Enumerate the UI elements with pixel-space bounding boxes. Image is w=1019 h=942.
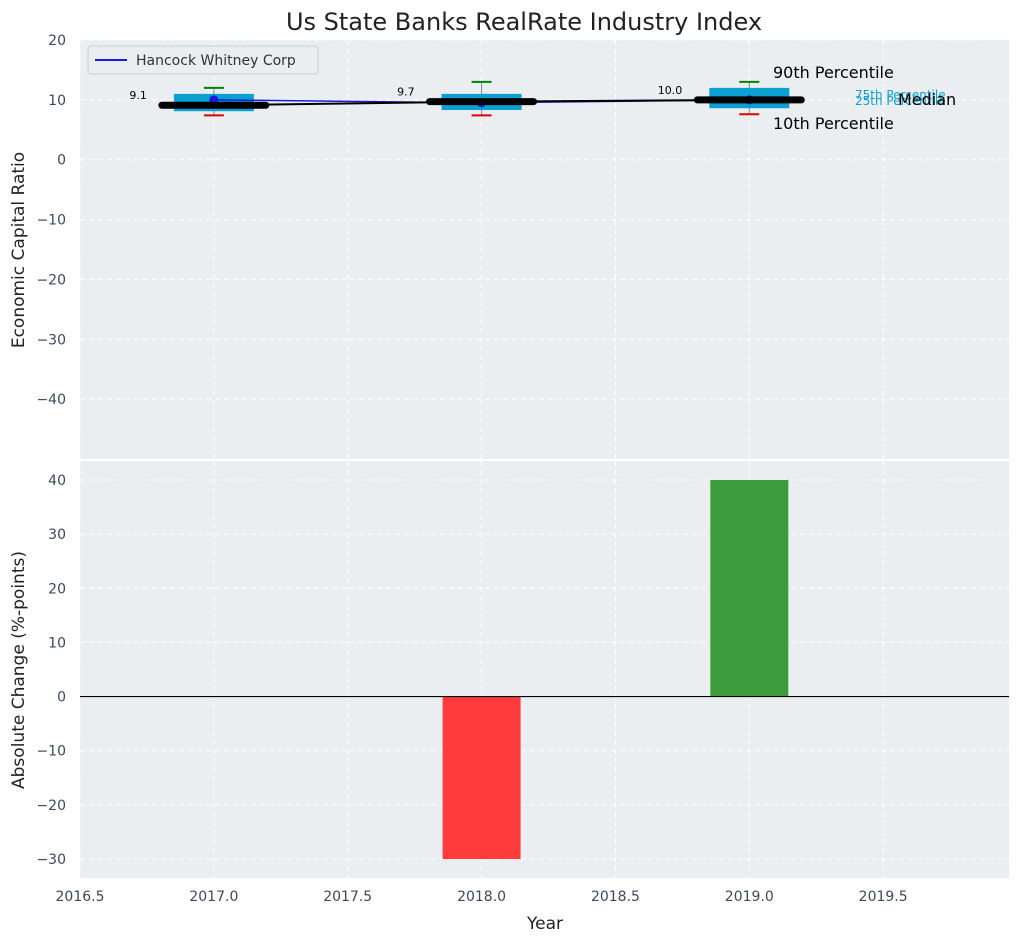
top-annotations: 90th Percentile 75th Percentile 25th Per… bbox=[773, 63, 956, 133]
top-y-tick-label: −20 bbox=[36, 272, 66, 288]
p75-annotation: 75th Percentile bbox=[855, 88, 946, 102]
legend-box bbox=[87, 45, 319, 75]
top-y-tick-label: 0 bbox=[57, 153, 66, 169]
change-bar bbox=[442, 696, 521, 860]
bottom-y-axis-title: Absolute Change (%-points) bbox=[9, 551, 29, 789]
x-tick-label: 2018.0 bbox=[457, 889, 506, 905]
x-tick-label: 2017.0 bbox=[189, 889, 238, 905]
bottom-y-tick-label: −10 bbox=[36, 744, 66, 760]
top-y-ticks: 20 10 0 −10 −20 −30 −40 bbox=[36, 33, 66, 408]
top-y-tick-label: 20 bbox=[48, 33, 66, 49]
bottom-x-ticks: 2016.5 2017.0 2017.5 2018.0 2018.5 2019.0 2019… bbox=[56, 889, 908, 905]
p25-annotation: 25th Percentile bbox=[855, 94, 946, 108]
change-bar bbox=[710, 479, 789, 697]
top-y-tick-label: 10 bbox=[48, 93, 66, 109]
median-value-label: 9.1 bbox=[129, 89, 147, 102]
top-y-tick-label: −40 bbox=[36, 392, 66, 408]
median-annotation: Median bbox=[898, 90, 956, 109]
bottom-plot-background bbox=[80, 461, 1009, 878]
bottom-marks bbox=[80, 479, 1009, 860]
bottom-y-tick-label: 40 bbox=[48, 473, 66, 489]
x-tick-label: 2019.0 bbox=[725, 889, 774, 905]
legend-label-hancock: Hancock Whitney Corp bbox=[136, 53, 296, 69]
chart-title: Us State Banks RealRate Industry Index bbox=[286, 8, 762, 36]
top-marks: 9.1 9.7 10.0 bbox=[129, 80, 805, 117]
bottom-y-ticks: 40 30 20 10 0 −10 −20 −30 bbox=[36, 473, 66, 868]
p10-annotation: 10th Percentile bbox=[773, 114, 894, 133]
p90-annotation: 90th Percentile bbox=[773, 63, 894, 82]
top-y-axis-title: Economic Capital Ratio bbox=[9, 152, 29, 348]
bottom-y-tick-label: 0 bbox=[57, 690, 66, 706]
x-tick-label: 2019.5 bbox=[859, 889, 908, 905]
median-value-label: 9.7 bbox=[397, 86, 415, 99]
legend: Hancock Whitney Corp bbox=[87, 45, 319, 75]
top-y-tick-label: −30 bbox=[36, 332, 66, 348]
median-value-label: 10.0 bbox=[658, 84, 683, 97]
bottom-y-tick-label: 20 bbox=[48, 581, 66, 597]
top-panel: 20 10 0 −10 −20 −30 −40 9.1 9.7 10.0 90th Percen… bbox=[9, 33, 1009, 459]
x-axis-title: Year bbox=[526, 914, 563, 934]
bottom-y-tick-label: 10 bbox=[48, 635, 66, 651]
top-y-tick-label: −10 bbox=[36, 213, 66, 229]
x-tick-label: 2016.5 bbox=[56, 889, 105, 905]
bottom-y-tick-label: −30 bbox=[36, 852, 66, 868]
x-tick-label: 2018.5 bbox=[591, 889, 640, 905]
bottom-y-tick-label: −20 bbox=[36, 798, 66, 814]
x-tick-label: 2017.5 bbox=[323, 889, 372, 905]
bottom-y-tick-label: 30 bbox=[48, 527, 66, 543]
